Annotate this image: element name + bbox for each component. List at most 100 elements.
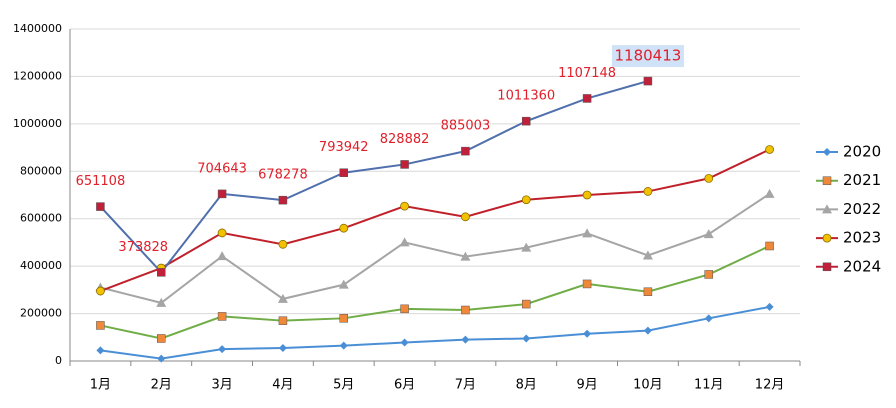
y-tick-label: 1000000	[13, 117, 62, 130]
data-label: 1107148	[558, 66, 616, 81]
marker	[96, 346, 105, 355]
marker	[764, 188, 775, 198]
data-label: 704643	[197, 161, 247, 176]
marker	[278, 195, 288, 205]
marker	[218, 345, 227, 354]
marker	[217, 189, 227, 199]
marker	[461, 305, 470, 315]
marker	[582, 279, 592, 289]
series-line	[100, 148, 771, 292]
marker	[704, 314, 713, 323]
legend-label: 2023	[843, 229, 881, 247]
marker	[400, 201, 409, 211]
marker	[643, 326, 652, 335]
marker	[643, 287, 653, 297]
data-label: 1011360	[497, 89, 555, 104]
marker	[400, 160, 409, 169]
marker	[643, 187, 653, 196]
marker	[277, 293, 288, 303]
marker	[521, 242, 532, 252]
series-line	[100, 245, 771, 340]
marker	[822, 262, 832, 272]
y-tick-label: 800000	[20, 164, 62, 177]
marker	[765, 302, 774, 311]
x-tick-label: 6月	[394, 378, 415, 393]
marker	[461, 212, 470, 222]
marker	[339, 314, 348, 323]
data-label: 885003	[441, 119, 491, 134]
marker	[96, 286, 105, 296]
marker	[400, 338, 409, 347]
y-tick-label: 600000	[20, 212, 62, 225]
x-tick-label: 3月	[211, 378, 232, 393]
marker	[643, 76, 653, 86]
marker	[96, 321, 105, 330]
marker	[339, 168, 348, 177]
marker	[823, 148, 831, 156]
data-label: 828882	[380, 132, 430, 147]
marker	[704, 270, 713, 279]
marker	[338, 279, 349, 289]
y-tick-label: 400000	[20, 259, 62, 272]
data-label: 651108	[76, 174, 126, 189]
marker	[822, 204, 832, 214]
marker	[217, 312, 227, 321]
label-highlight	[611, 45, 684, 68]
x-tick-label: 4月	[272, 378, 293, 393]
x-tick-label: 7月	[455, 378, 476, 393]
x-tick-label: 5月	[333, 378, 354, 393]
marker	[217, 228, 227, 238]
y-tick-label: 1200000	[13, 69, 62, 82]
marker	[704, 173, 714, 183]
series-line	[99, 80, 649, 274]
marker	[703, 229, 714, 239]
marker	[765, 241, 774, 251]
marker	[822, 176, 832, 185]
data-label: 1180413	[615, 47, 682, 65]
data-label: 793942	[319, 140, 369, 155]
marker	[582, 190, 592, 200]
marker	[399, 237, 410, 247]
marker	[400, 304, 409, 314]
marker	[521, 195, 531, 205]
marker	[339, 341, 348, 350]
marker	[765, 145, 774, 154]
marker	[642, 250, 653, 260]
series-line	[100, 305, 770, 360]
marker	[157, 334, 166, 343]
legend-label: 2024	[843, 257, 881, 275]
series-line	[100, 192, 771, 304]
marker	[522, 299, 531, 309]
marker	[96, 202, 105, 211]
x-tick-label: 8月	[516, 378, 537, 393]
y-tick-label: 0	[55, 354, 62, 367]
marker	[582, 94, 592, 103]
x-tick-label: 9月	[576, 378, 597, 393]
marker	[278, 239, 288, 249]
marker	[156, 297, 167, 307]
marker	[583, 329, 592, 338]
x-tick-label: 2月	[151, 378, 172, 393]
marker	[278, 316, 288, 325]
legend-label: 2021	[843, 171, 881, 189]
marker	[157, 268, 166, 277]
marker	[522, 334, 531, 343]
y-tick-label: 1400000	[13, 22, 62, 35]
data-label: 373828	[118, 240, 168, 255]
marker	[461, 335, 470, 344]
legend-label: 2020	[843, 143, 881, 161]
marker	[460, 251, 471, 261]
marker	[339, 223, 349, 233]
y-tick-label: 200000	[20, 307, 62, 320]
x-tick-label: 10月	[633, 378, 663, 393]
marker	[522, 116, 531, 126]
marker	[822, 233, 832, 243]
data-label: 678278	[258, 168, 308, 183]
marker	[278, 343, 287, 352]
marker	[217, 251, 228, 261]
x-tick-label: 1月	[90, 378, 111, 393]
x-tick-label: 11月	[694, 378, 724, 393]
marker	[582, 228, 593, 238]
marker	[461, 146, 470, 156]
